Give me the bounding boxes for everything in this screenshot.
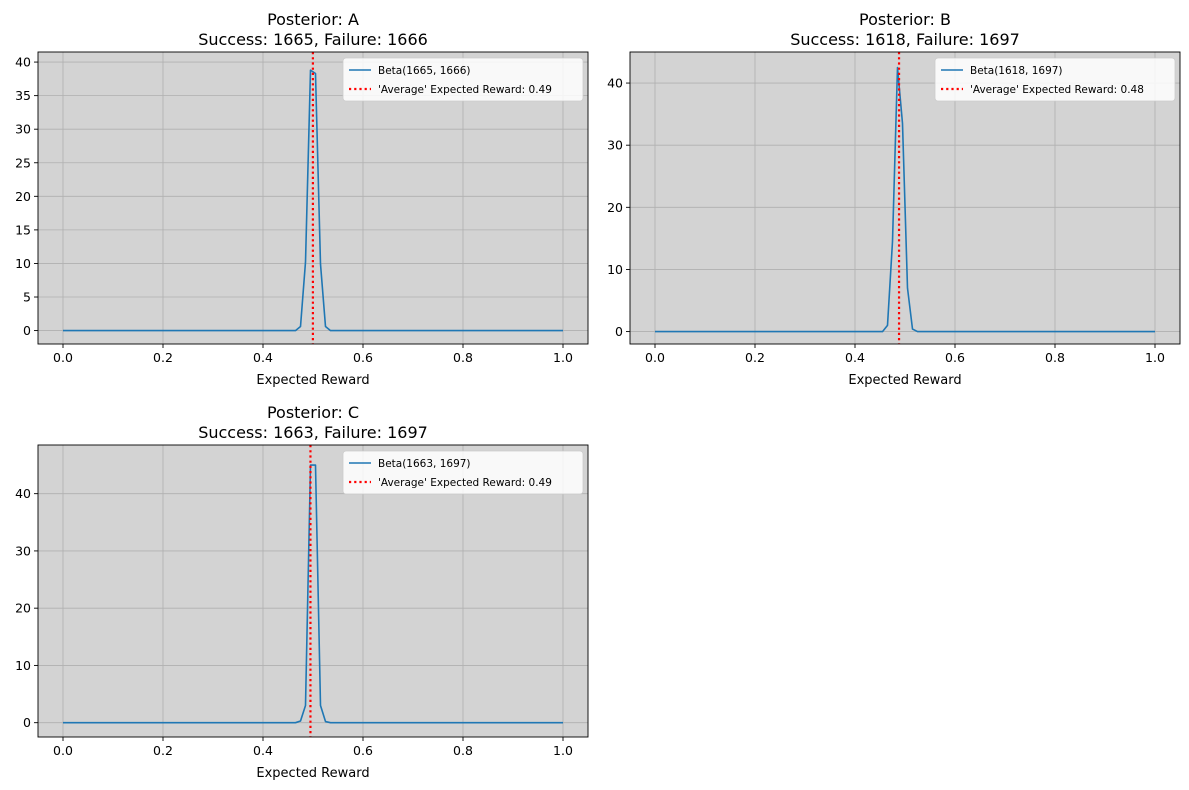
- beta-density-line: [63, 69, 563, 332]
- y-tick-label: 0: [23, 323, 31, 338]
- legend-label-beta: Beta(1618, 1697): [970, 65, 1063, 77]
- axes-frame: [37, 51, 589, 345]
- y-tick-label: 25: [15, 155, 31, 170]
- x-tick-label: 0.2: [153, 350, 173, 365]
- y-tick-label: 0: [615, 324, 623, 339]
- x-tick-label: 1.0: [553, 743, 573, 758]
- x-tick-label: 0.2: [745, 350, 765, 365]
- y-tick-label: 10: [607, 262, 623, 277]
- y-tick-label: 40: [15, 55, 31, 70]
- legend-box: [934, 57, 1176, 102]
- y-tick-label: 5: [23, 290, 31, 305]
- x-axis-label: Expected Reward: [848, 373, 961, 388]
- x-tick-label: 0.4: [253, 743, 273, 758]
- x-tick-label: 0.0: [645, 350, 665, 365]
- x-axis-label: Expected Reward: [256, 373, 369, 388]
- x-tick-label: 0.8: [453, 743, 473, 758]
- legend-box: [342, 57, 584, 102]
- y-tick-label: 10: [15, 658, 31, 673]
- x-tick-label: 0.6: [353, 743, 373, 758]
- axes-frame: [629, 51, 1181, 345]
- legend-label-beta: Beta(1665, 1666): [378, 65, 471, 77]
- chart-subtitle: Success: 1663, Failure: 1697: [198, 423, 428, 442]
- axes-frame: [37, 444, 589, 738]
- chart-panel-1: 0.0 0.2 0.4 0.6 0.8 1.0 0 10 20 30 40 Posterior: BS…: [607, 10, 1181, 388]
- x-tick-label: 0.6: [353, 350, 373, 365]
- chart-subtitle: Success: 1618, Failure: 1697: [790, 30, 1020, 49]
- x-tick-label: 0.6: [945, 350, 965, 365]
- y-tick-label: 35: [15, 88, 31, 103]
- legend-label-mean: 'Average' Expected Reward: 0.48: [970, 84, 1144, 96]
- legend: Beta(1665, 1666) 'Average' Expected Rewar…: [342, 57, 584, 102]
- y-tick-label: 20: [607, 200, 623, 215]
- chart-panel-0: 0.0 0.2 0.4 0.6 0.8 1.0 0 5 10 15 20 25 30 35 40 Poster…: [15, 10, 589, 388]
- beta-density-line: [63, 464, 563, 724]
- legend: Beta(1618, 1697) 'Average' Expected Rewar…: [934, 57, 1176, 102]
- x-tick-label: 0.8: [453, 350, 473, 365]
- y-tick-label: 30: [15, 543, 31, 558]
- x-tick-label: 0.4: [253, 350, 273, 365]
- legend-label-mean: 'Average' Expected Reward: 0.49: [378, 477, 552, 489]
- x-axis-label: Expected Reward: [256, 766, 369, 781]
- chart-title: Posterior: C: [267, 403, 359, 422]
- legend-label-beta: Beta(1663, 1697): [378, 458, 471, 470]
- x-tick-label: 0.0: [53, 743, 73, 758]
- y-tick-label: 40: [15, 486, 31, 501]
- legend: Beta(1663, 1697) 'Average' Expected Rewar…: [342, 450, 584, 495]
- y-tick-label: 30: [607, 138, 623, 153]
- x-tick-label: 0.8: [1045, 350, 1065, 365]
- y-tick-label: 10: [15, 256, 31, 271]
- x-tick-label: 1.0: [1145, 350, 1165, 365]
- x-tick-label: 0.4: [845, 350, 865, 365]
- y-tick-label: 20: [15, 601, 31, 616]
- y-tick-label: 40: [607, 76, 623, 91]
- legend-label-mean: 'Average' Expected Reward: 0.49: [378, 84, 552, 96]
- x-tick-label: 0.0: [53, 350, 73, 365]
- chart-panel-2: 0.0 0.2 0.4 0.6 0.8 1.0 0 10 20 30 40 Posterior: CS…: [15, 403, 589, 781]
- y-tick-label: 20: [15, 189, 31, 204]
- chart-subtitle: Success: 1665, Failure: 1666: [198, 30, 428, 49]
- legend-box: [342, 450, 584, 495]
- y-tick-label: 15: [15, 222, 31, 237]
- chart-title: Posterior: B: [859, 10, 951, 29]
- x-tick-label: 1.0: [553, 350, 573, 365]
- x-tick-label: 0.2: [153, 743, 173, 758]
- y-tick-label: 0: [23, 715, 31, 730]
- y-tick-label: 30: [15, 122, 31, 137]
- chart-title: Posterior: A: [267, 10, 359, 29]
